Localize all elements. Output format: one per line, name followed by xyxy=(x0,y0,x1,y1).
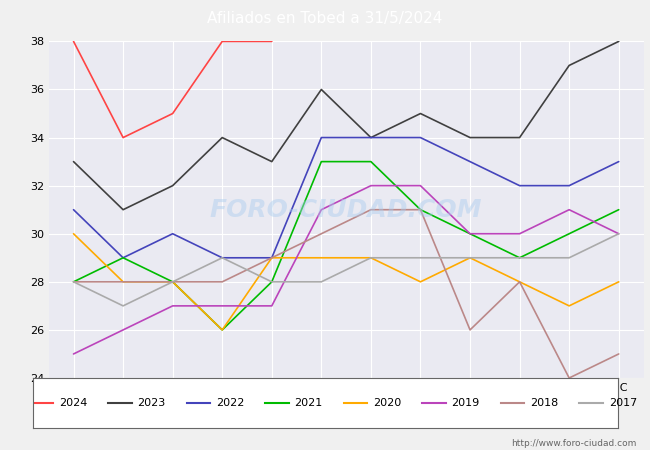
Text: 2021: 2021 xyxy=(294,398,323,408)
Text: 2018: 2018 xyxy=(530,398,558,408)
Text: http://www.foro-ciudad.com: http://www.foro-ciudad.com xyxy=(512,439,637,448)
Text: FORO-CIUDAD.COM: FORO-CIUDAD.COM xyxy=(210,198,482,222)
Text: 2017: 2017 xyxy=(608,398,637,408)
Text: 2019: 2019 xyxy=(452,398,480,408)
Text: 2020: 2020 xyxy=(373,398,401,408)
Text: 2022: 2022 xyxy=(216,398,244,408)
Text: 2024: 2024 xyxy=(59,398,87,408)
Text: 2023: 2023 xyxy=(137,398,166,408)
Text: Afiliados en Tobed a 31/5/2024: Afiliados en Tobed a 31/5/2024 xyxy=(207,11,443,26)
